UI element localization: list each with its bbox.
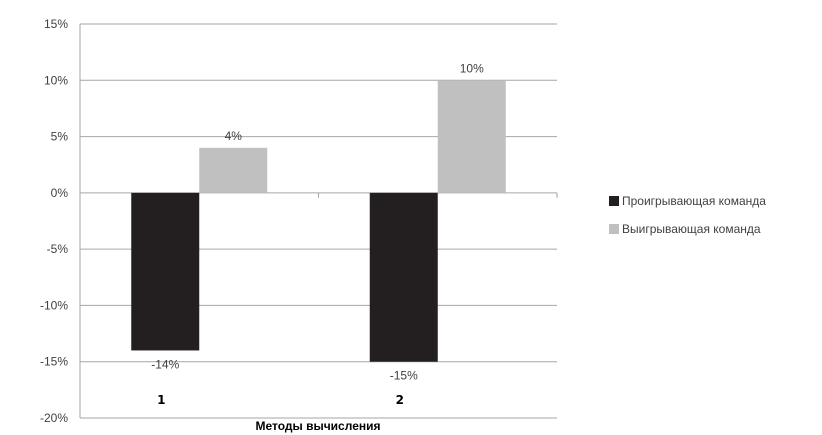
y-tick-label: -15% (40, 355, 68, 369)
data-label: -14% (151, 357, 179, 371)
data-labels: -14% 4% -15% 10% (151, 61, 484, 382)
data-label: -15% (390, 369, 418, 383)
legend-swatch (609, 224, 619, 234)
legend: Проигрывающая команда Выигрывающая команд… (609, 194, 766, 236)
bar-winning-2 (437, 80, 506, 193)
data-label: 10% (460, 61, 484, 75)
legend-swatch (609, 196, 619, 206)
bar-losing-1 (131, 192, 200, 351)
y-tick-label: 0% (51, 186, 69, 200)
bar-winning-1 (199, 147, 268, 193)
y-tick-label: 10% (44, 73, 68, 87)
y-axis: 15% 10% 5% 0% -5% -10% -15% -20% (40, 17, 558, 425)
y-tick-label: -5% (47, 242, 69, 256)
legend-label: Выигрывающая команда (622, 222, 761, 236)
bars (131, 80, 506, 362)
y-tick-label: 15% (44, 17, 68, 31)
category-label: 1 (157, 393, 165, 407)
legend-label: Проигрывающая команда (622, 194, 766, 208)
y-tick-label: -20% (40, 411, 68, 425)
y-tick-label: -10% (40, 298, 68, 312)
x-axis-label: Методы вычисления (255, 419, 380, 433)
category-label: 2 (396, 393, 404, 407)
bar-losing-2 (369, 192, 438, 362)
y-tick-label: 5% (51, 130, 69, 144)
data-label: 4% (225, 129, 243, 143)
